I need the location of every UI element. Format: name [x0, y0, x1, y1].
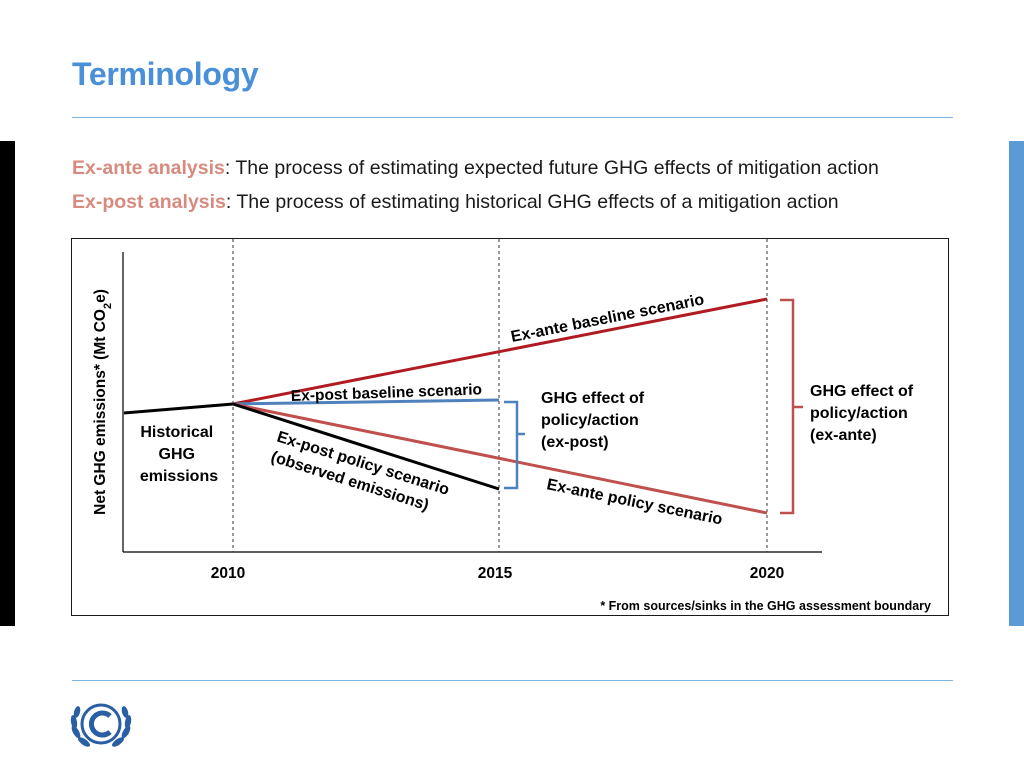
expost-effect-label-line: GHG effect of	[541, 390, 645, 407]
page-title: Terminology	[72, 56, 259, 92]
historical-label-line: emissions	[140, 468, 218, 485]
ghg-scenario-diagram: Net GHG emissions* (Mt CO2e) 2010 2015 2…	[71, 238, 949, 616]
exante-policy-line	[232, 402, 768, 515]
exante-effect-bracket	[780, 298, 803, 515]
historical-label-line: GHG	[159, 446, 195, 463]
y-axis-label-subscript: 2	[102, 303, 114, 309]
exante-baseline-line	[232, 297, 768, 406]
laurel-wreath-icon	[70, 706, 132, 747]
historical-emissions-line	[123, 402, 234, 415]
right-edge-bar	[1009, 141, 1024, 626]
y-axis-label: Net GHG emissions* (Mt CO2e)	[92, 289, 114, 515]
exante-policy-label: Ex-ante policy scenario	[545, 476, 724, 528]
unfccc-logo	[70, 703, 132, 747]
exante-effect-label: GHG effect of policy/action (ex-ante)	[810, 383, 918, 444]
expost-baseline-line	[232, 398, 500, 406]
left-edge-bar	[0, 141, 15, 626]
expost-effect-label: GHG effect of policy/action (ex-post)	[541, 390, 649, 451]
definition-ex-post: Ex-post analysis: The process of estimat…	[72, 191, 839, 214]
definition-text: : The process of estimating expected fut…	[224, 157, 879, 179]
expost-effect-label-line: (ex-post)	[541, 434, 609, 451]
diagram-canvas: Net GHG emissions* (Mt CO2e) 2010 2015 2…	[92, 239, 931, 613]
title-divider	[72, 117, 953, 118]
expost-effect-bracket	[504, 400, 525, 490]
logo-ring-icon	[80, 703, 122, 745]
logo-c-icon	[89, 710, 112, 738]
exante-effect-label-line: GHG effect of	[810, 383, 914, 400]
expost-baseline-label: Ex-post baseline scenario	[291, 381, 483, 405]
x-tick-2010: 2010	[211, 565, 245, 582]
x-tick-2015: 2015	[478, 565, 513, 582]
exante-baseline-label: Ex-ante baseline scenario	[509, 291, 705, 346]
expost-policy-line	[232, 402, 500, 491]
historical-label-line: Historical	[140, 424, 213, 441]
definition-ex-ante: Ex-ante analysis: The process of estimat…	[72, 157, 879, 180]
x-tick-2020: 2020	[750, 565, 784, 582]
expost-effect-label-line: policy/action	[541, 412, 639, 429]
y-axis-label-main: Net GHG emissions* (Mt CO	[92, 309, 109, 515]
definition-term: Ex-ante analysis	[72, 157, 225, 179]
exante-effect-label-line: policy/action	[810, 405, 908, 422]
y-axis-label-suffix: e)	[92, 289, 109, 303]
definition-term: Ex-post analysis	[72, 191, 226, 213]
diagram-footnote: * From sources/sinks in the GHG assessme…	[600, 599, 931, 613]
exante-effect-label-line: (ex-ante)	[810, 427, 877, 444]
historical-label: Historical GHG emissions	[140, 424, 218, 485]
definition-text: : The process of estimating historical G…	[225, 191, 839, 213]
footer-divider	[72, 680, 953, 681]
